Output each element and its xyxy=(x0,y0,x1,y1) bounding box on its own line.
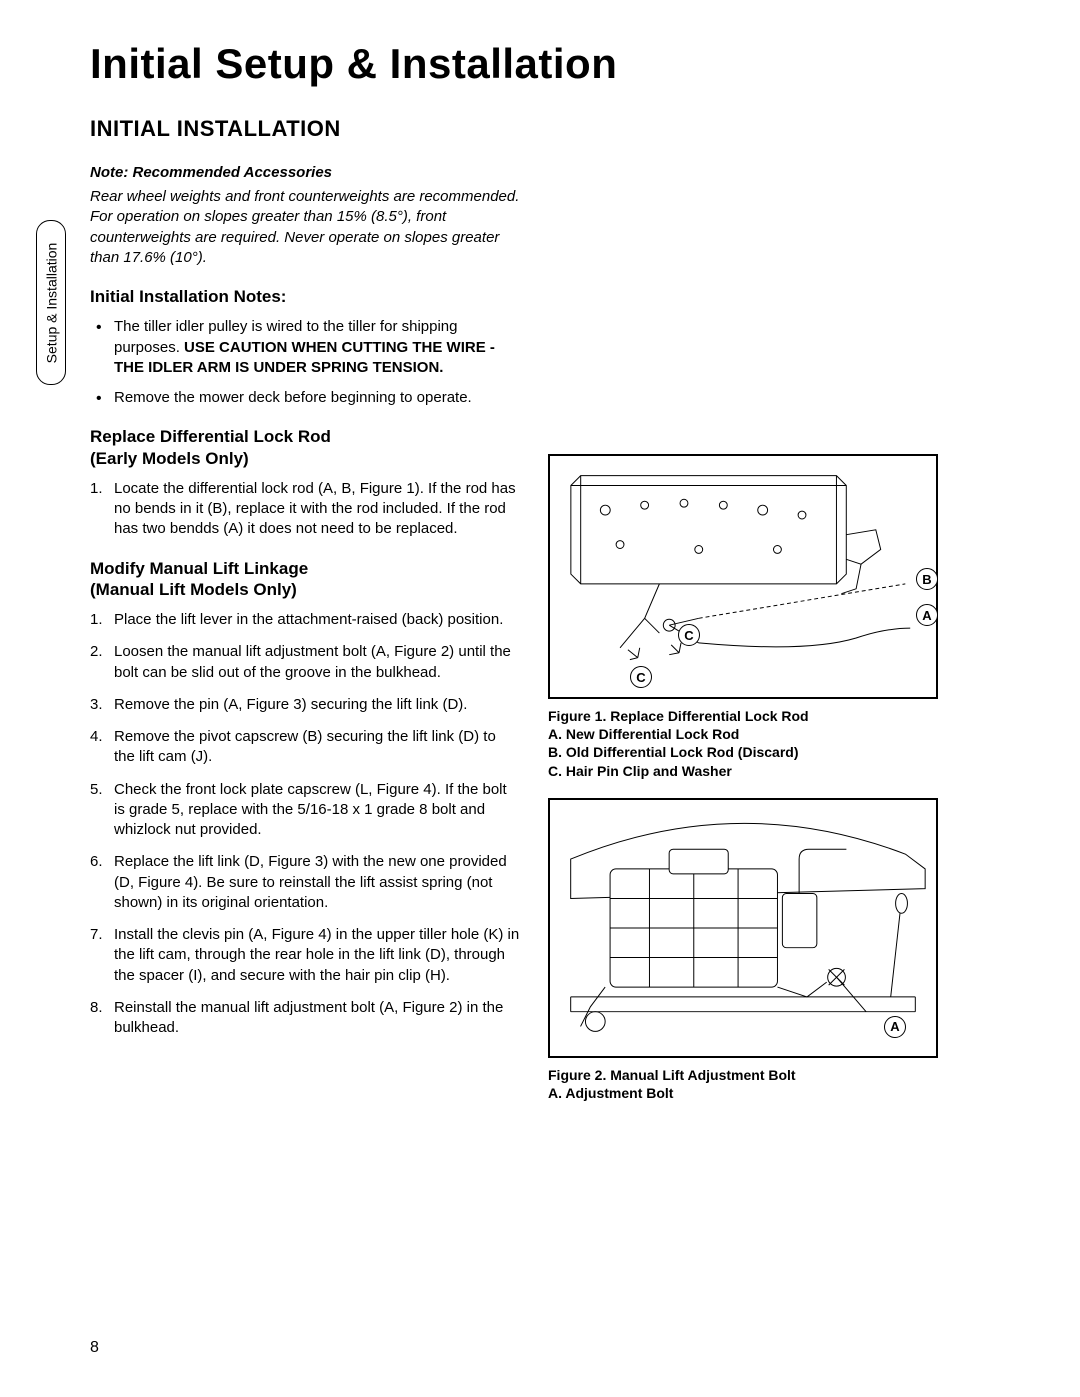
list-item: Place the lift lever in the attachment-r… xyxy=(90,610,520,630)
list-item: Install the clevis pin (A, Figure 4) in … xyxy=(90,925,520,986)
modify-steps: Place the lift lever in the attachment-r… xyxy=(90,610,520,1038)
fig1-caption-title: Figure 1. Replace Differential Lock Rod xyxy=(548,708,809,724)
replace-heading: Replace Differential Lock Rod (Early Mod… xyxy=(90,426,520,469)
replace-heading-l2: (Early Models Only) xyxy=(90,449,249,468)
list-item: Check the front lock plate capscrew (L, … xyxy=(90,780,520,841)
figure-2: A xyxy=(548,798,938,1058)
right-column: B A C C Figure 1. Replace Differential L… xyxy=(548,164,938,1120)
list-item: Remove the mower deck before beginning t… xyxy=(90,388,520,408)
notes-heading: Initial Installation Notes: xyxy=(90,286,520,307)
two-column-layout: Note: Recommended Accessories Rear wheel… xyxy=(90,164,990,1120)
callout-C2: C xyxy=(630,666,652,688)
side-tab-label: Setup & Installation xyxy=(43,242,59,363)
callout-A: A xyxy=(884,1016,906,1038)
figure-1-caption: Figure 1. Replace Differential Lock Rod … xyxy=(548,707,938,780)
callout-C: C xyxy=(678,624,700,646)
modify-heading-l1: Modify Manual Lift Linkage xyxy=(90,559,308,578)
section-title: INITIAL INSTALLATION xyxy=(90,116,990,142)
replace-heading-l1: Replace Differential Lock Rod xyxy=(90,427,331,446)
fig1-caption-c: C. Hair Pin Clip and Washer xyxy=(548,763,732,779)
fig2-caption-a: A. Adjustment Bolt xyxy=(548,1085,673,1101)
list-item: Remove the pivot capscrew (B) securing t… xyxy=(90,727,520,768)
manual-page: Setup & Installation Initial Setup & Ins… xyxy=(0,0,1080,1397)
list-item: Remove the pin (A, Figure 3) securing th… xyxy=(90,695,520,715)
note-title: Note: Recommended Accessories xyxy=(90,164,520,181)
list-item: Loosen the manual lift adjustment bolt (… xyxy=(90,642,520,683)
replace-steps: Locate the differential lock rod (A, B, … xyxy=(90,479,520,540)
modify-heading: Modify Manual Lift Linkage (Manual Lift … xyxy=(90,558,520,601)
list-item: Reinstall the manual lift adjustment bol… xyxy=(90,998,520,1039)
fig2-caption-title: Figure 2. Manual Lift Adjustment Bolt xyxy=(548,1067,796,1083)
list-item: The tiller idler pulley is wired to the … xyxy=(90,317,520,378)
list-item: Replace the lift link (D, Figure 3) with… xyxy=(90,852,520,913)
note-body: Rear wheel weights and front counterweig… xyxy=(90,187,520,268)
callout-B: B xyxy=(916,568,938,590)
figure-1-svg xyxy=(550,456,936,697)
list-item: Locate the differential lock rod (A, B, … xyxy=(90,479,520,540)
figure-2-caption: Figure 2. Manual Lift Adjustment Bolt A.… xyxy=(548,1066,938,1102)
figure-2-svg xyxy=(550,800,936,1056)
main-title: Initial Setup & Installation xyxy=(90,40,990,88)
page-number: 8 xyxy=(90,1339,99,1357)
figure-1: B A C C xyxy=(548,454,938,699)
fig1-caption-a: A. New Differential Lock Rod xyxy=(548,726,739,742)
notes-list: The tiller idler pulley is wired to the … xyxy=(90,317,520,408)
callout-A: A xyxy=(916,604,938,626)
fig1-caption-b: B. Old Differential Lock Rod (Discard) xyxy=(548,744,798,760)
modify-heading-l2: (Manual Lift Models Only) xyxy=(90,580,297,599)
side-tab: Setup & Installation xyxy=(36,220,66,385)
left-column: Note: Recommended Accessories Rear wheel… xyxy=(90,164,520,1120)
